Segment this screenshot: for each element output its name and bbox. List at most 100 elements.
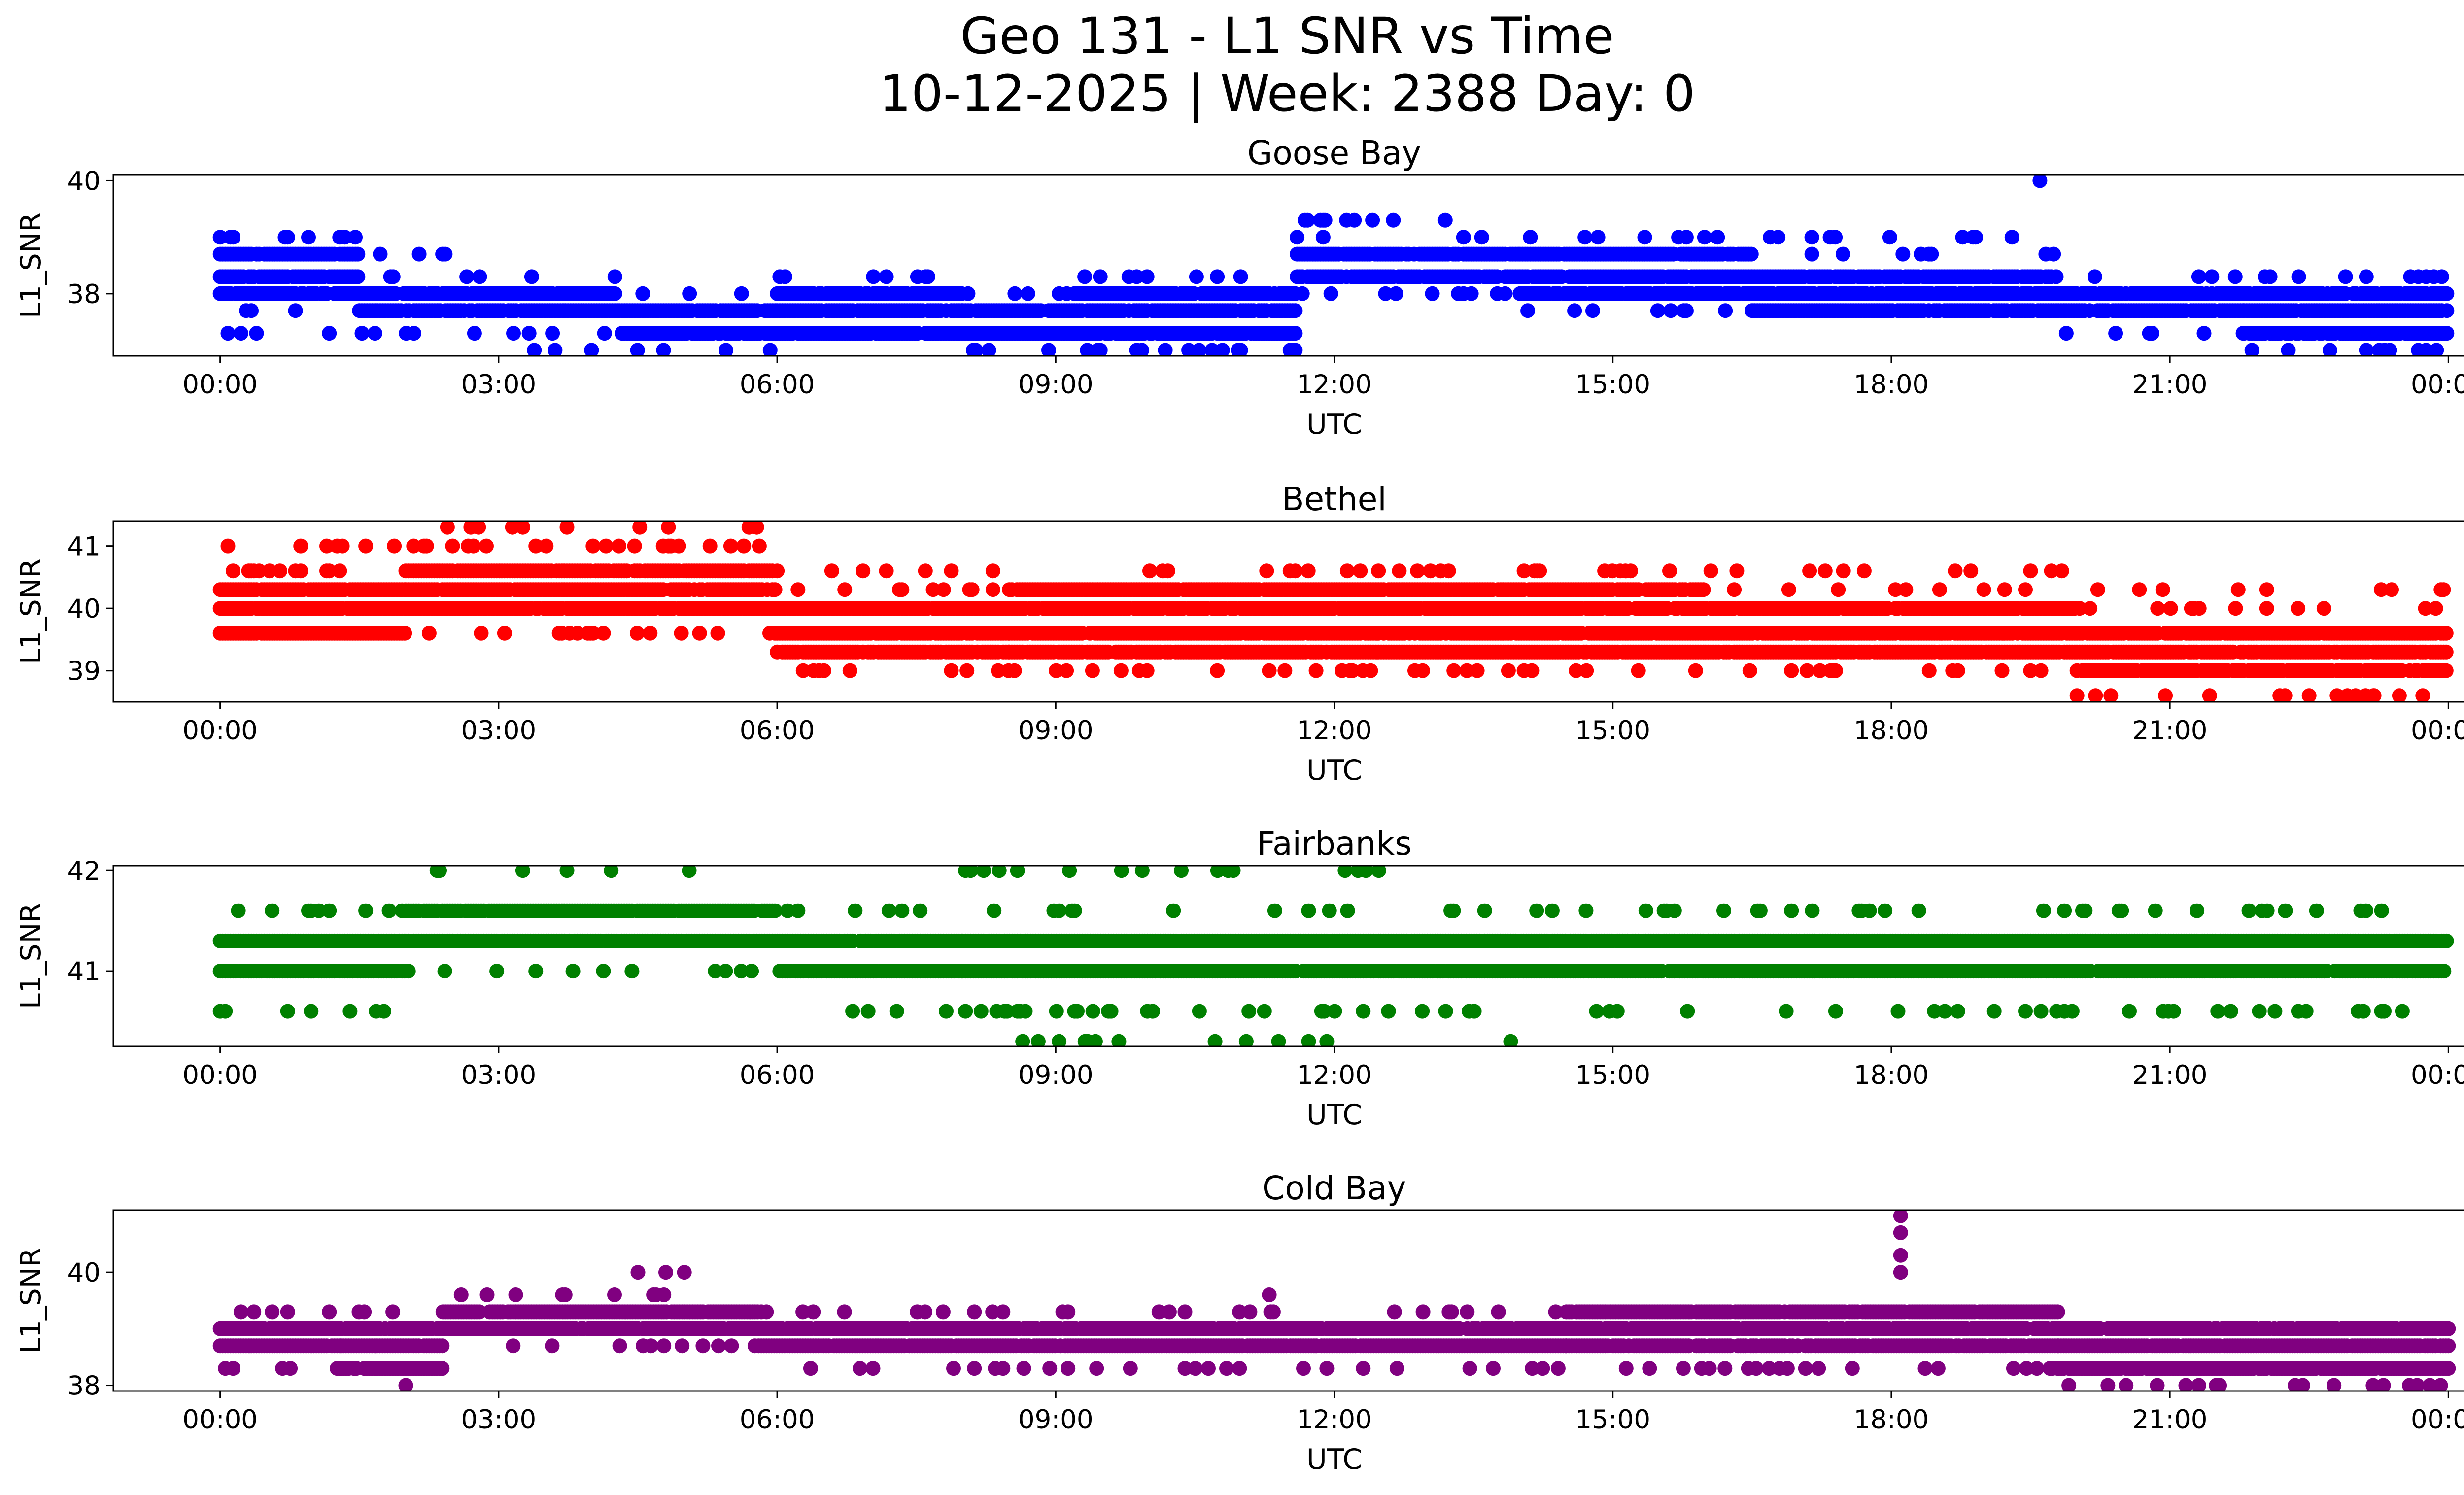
data-point [2145, 326, 2159, 341]
x-tick-label: 21:00 [2132, 370, 2208, 400]
data-point [293, 563, 308, 579]
data-point [212, 230, 228, 245]
data-point [262, 563, 277, 579]
data-point [1727, 582, 1742, 597]
data-point [2191, 601, 2207, 616]
data-point [1142, 563, 1157, 579]
data-point [767, 582, 783, 597]
data-point [545, 326, 560, 341]
data-point [1262, 663, 1277, 678]
data-point [220, 326, 236, 341]
data-point [795, 663, 811, 678]
y-axis-label-goose-bay: L1_SNR [15, 212, 47, 318]
data-point [1781, 582, 1796, 597]
data-point [1158, 343, 1173, 356]
data-point [824, 563, 839, 579]
data-point [472, 269, 487, 284]
data-point [1836, 563, 1851, 579]
data-point [607, 269, 622, 284]
data-point [1378, 286, 1393, 301]
data-point [1963, 563, 1979, 579]
data-point [1828, 230, 1843, 245]
data-point [419, 538, 434, 554]
data-point [702, 538, 718, 554]
data-point [471, 521, 486, 535]
data-point [1948, 563, 1963, 579]
data-point [1233, 269, 1248, 284]
data-point [440, 521, 455, 535]
data-point [1139, 663, 1155, 678]
data-point [335, 538, 350, 554]
data-point [421, 626, 437, 641]
data-point [656, 343, 671, 356]
data-point [2023, 663, 2038, 678]
data-point [1710, 230, 1725, 245]
data-point [1315, 230, 1331, 245]
data-point [1288, 343, 1303, 356]
data-point [2204, 269, 2220, 284]
y-tick-label: 38 [68, 279, 101, 310]
data-point [527, 343, 542, 356]
data-point [2259, 601, 2274, 616]
data-point [2434, 269, 2449, 284]
figure-title-line2: 10-12-2025 | Week: 2388 Day: 0 [879, 65, 1695, 123]
data-point [2072, 601, 2087, 616]
data-point [749, 521, 764, 535]
data-point [1835, 246, 1850, 262]
data-point [985, 563, 1000, 579]
data-point [1295, 286, 1310, 301]
data-point [1410, 563, 1425, 579]
data-point [1696, 582, 1711, 597]
data-point [2359, 343, 2374, 356]
data-point [515, 521, 530, 535]
data-point [1259, 563, 1274, 579]
data-point [1520, 303, 1536, 318]
data-point [643, 626, 658, 641]
data-point [2132, 582, 2147, 597]
data-point [1415, 663, 1430, 678]
data-point [1339, 563, 1355, 579]
x-tick-label: 00:00 [2411, 370, 2464, 400]
data-point [354, 326, 370, 341]
data-point [2230, 582, 2246, 597]
data-point [1077, 269, 1093, 284]
data-point [1456, 230, 1471, 245]
data-point [661, 521, 676, 535]
data-point [244, 303, 259, 318]
data-point [1663, 303, 1678, 318]
data-point [2163, 601, 2178, 616]
data-point [1347, 212, 1362, 228]
data-point [1950, 663, 1965, 678]
data-point [1049, 663, 1063, 678]
data-point [273, 563, 287, 579]
x-tick-label: 00:00 [182, 370, 258, 400]
data-point [968, 343, 984, 356]
scatter-series-bethel [212, 521, 2454, 702]
data-point [1703, 563, 1718, 579]
data-point [960, 286, 976, 301]
data-point [1678, 303, 1694, 318]
data-point [1585, 303, 1600, 318]
data-point [397, 626, 412, 641]
data-point [1623, 563, 1638, 579]
data-point [981, 343, 996, 356]
data-point [2046, 246, 2061, 262]
data-point [1459, 663, 1474, 678]
data-point [1718, 303, 1733, 318]
data-point [2227, 269, 2243, 284]
data-point [1041, 343, 1056, 356]
data-point [925, 582, 941, 597]
data-point [1288, 303, 1303, 318]
data-point [1898, 582, 1914, 597]
data-point [570, 626, 585, 641]
data-point [2033, 663, 2049, 678]
x-tick-label: 06:00 [740, 370, 815, 400]
data-point [539, 538, 554, 554]
data-point [348, 230, 363, 245]
data-point [1516, 563, 1532, 579]
x-tick-label: 18:00 [1854, 370, 1929, 400]
data-point [921, 269, 935, 284]
data-point [226, 230, 240, 245]
data-point [1363, 663, 1378, 678]
data-point [1921, 663, 1937, 678]
